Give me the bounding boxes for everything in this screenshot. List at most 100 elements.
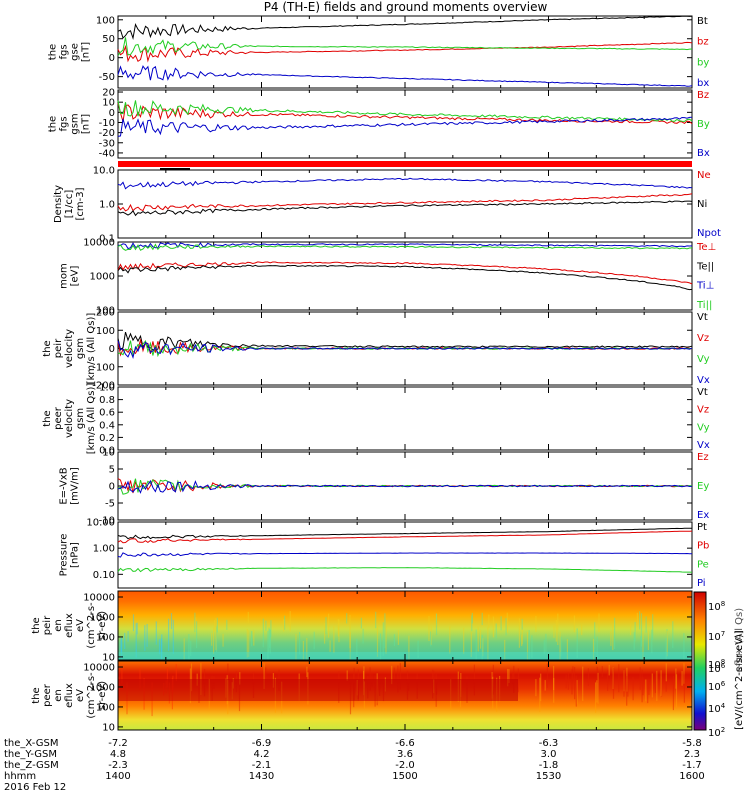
legend-entry: Pb: [697, 541, 709, 552]
heatmap-streak: [492, 616, 494, 638]
series-line-bz: [117, 41, 693, 63]
x-axis-value: 1500: [392, 771, 417, 782]
heatmap-streak: [375, 611, 377, 629]
heatmap-streak: [598, 613, 600, 633]
series-line-Bx: [117, 116, 693, 137]
y-tick-label: 0: [109, 53, 115, 64]
heatmap-streak: [654, 673, 657, 693]
heatmap-streak: [166, 667, 168, 688]
y-axis-label: the: [42, 340, 53, 356]
legend-entry: Ey: [697, 481, 709, 492]
y-axis-label: peer: [53, 406, 64, 430]
heatmap-streak: [553, 665, 555, 691]
y-tick-label: 0: [109, 344, 115, 355]
heatmap-streak: [553, 625, 555, 638]
series-line-Ex: [117, 479, 693, 494]
legend-entry: By: [697, 119, 710, 130]
heatmap-streak: [506, 612, 508, 633]
y-tick-label: 10.00: [86, 518, 115, 529]
heatmap-streak: [683, 633, 685, 664]
y-tick-label: -200: [92, 381, 115, 392]
x-axis-value: -6.6: [395, 738, 415, 749]
heatmap-streak: [470, 632, 472, 657]
x-axis-value: 1530: [536, 771, 561, 782]
y-axis-label: E=-VxB: [59, 467, 70, 504]
y-tick-label: 10000: [83, 238, 115, 249]
heatmap-streak: [642, 630, 644, 661]
y-axis-label: the: [42, 410, 53, 426]
y-tick-label: 0.2: [99, 433, 115, 444]
heatmap-streak: [656, 670, 658, 701]
heatmap-streak: [623, 670, 625, 692]
heatmap-streak: [487, 627, 489, 661]
y-axis-label: Pressure: [59, 534, 70, 577]
y-tick-label: 1.0: [99, 200, 115, 211]
date-label: 2016 Feb 12: [4, 782, 66, 793]
heatmap-streak: [683, 663, 685, 684]
heatmap-streak: [660, 670, 662, 697]
legend-entry: Vx: [697, 375, 710, 386]
x-axis-value: -7.2: [108, 738, 128, 749]
legend-entry: Ne: [697, 170, 711, 181]
heatmap-streak: [449, 626, 451, 654]
heatmap-streak: [215, 618, 217, 651]
y-tick-label: 100: [96, 632, 115, 643]
y-tick-label: -10: [99, 516, 115, 527]
heatmap-streak: [399, 663, 401, 690]
heatmap-streak: [360, 617, 362, 629]
heatmap-streak: [575, 675, 577, 707]
series-line-By: [117, 100, 693, 122]
heatmap-streak: [608, 664, 610, 676]
x-axis-value: -2.3: [108, 760, 128, 771]
y-axis-label: [mV/m]: [70, 467, 81, 505]
heatmap-streak: [482, 638, 484, 657]
heatmap-fill: [118, 591, 692, 660]
series-line-Pb: [117, 530, 693, 544]
heatmap-streak: [573, 615, 575, 633]
heatmap-streak: [195, 617, 197, 629]
panel-pressure: 10.00 1.00 0.10 Pressure [nPa] Pt Pb Pe Pi: [59, 518, 710, 590]
heatmap-streak: [265, 667, 267, 680]
y-tick-label: 10000: [83, 593, 115, 604]
heatmap-streak: [500, 616, 502, 631]
heatmap-streak: [636, 612, 638, 625]
heatmap-streak: [222, 633, 224, 647]
y-tick-label: 0: [109, 108, 115, 119]
x-axis-value: 1430: [249, 771, 274, 782]
series-line-Vx: [117, 340, 693, 360]
heatmap-streak: [576, 628, 578, 658]
heatmap-streak: [633, 632, 635, 650]
legend-entry: Ni: [697, 199, 707, 210]
heatmap-streak: [571, 669, 573, 695]
y-axis-label: the: [31, 617, 42, 633]
panel-density: 10.0 1.0 0.1 Density [1/cc] [cm-3] Ne Ni Npot: [53, 166, 721, 245]
heatmap-streak: [572, 666, 574, 680]
x-axis-value: 4.8: [110, 749, 126, 760]
heatmap-streak: [306, 666, 308, 678]
heatmap-streak: [132, 614, 135, 632]
heatmap-streak: [188, 634, 190, 662]
heatmap-streak: [391, 665, 393, 685]
heatmap-streak: [645, 616, 647, 633]
y-axis-label: eflux: [64, 613, 75, 638]
heatmap-streak: [251, 631, 253, 647]
heatmap-streak: [521, 618, 523, 630]
heatmap-streak: [505, 618, 507, 636]
heatmap-streak: [647, 629, 649, 651]
figure-title: P4 (TH-E) fields and ground moments over…: [263, 0, 548, 14]
heatmap-streak: [216, 626, 218, 652]
heatmap-streak: [139, 667, 141, 690]
heatmap-streak: [665, 674, 667, 692]
y-axis-label: sr-eV): [97, 681, 108, 710]
heatmap-streak: [507, 668, 509, 687]
y-axis-label: peir: [53, 338, 64, 358]
heatmap-streak: [597, 672, 599, 704]
heatmap-streak: [528, 630, 530, 661]
heatmap-streak: [666, 629, 668, 640]
heatmap-streak: [299, 632, 301, 655]
panel-frame: [117, 89, 693, 159]
panel-peir_en_eflux: 10000 1000 100 10 the peir en eflux eV (cm^2-s-sr…: [31, 590, 693, 673]
y-tick-label: -40: [99, 148, 115, 159]
heatmap-streak: [385, 625, 387, 654]
